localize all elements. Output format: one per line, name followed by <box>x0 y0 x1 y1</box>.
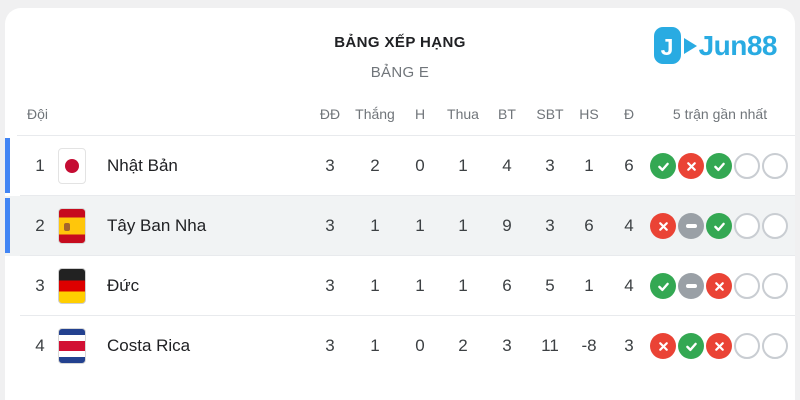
stat-cell: 3 <box>545 156 555 175</box>
stat-cell: 1 <box>370 336 380 355</box>
stat-cell: 3 <box>325 216 335 235</box>
stat-cell: 1 <box>458 216 468 235</box>
column-header-wins: Thắng <box>355 106 395 122</box>
column-header-points: Đ <box>623 106 635 122</box>
team-name: Tây Ban Nha <box>107 216 207 235</box>
spain-flag-icon <box>58 208 86 244</box>
stat-cell: 3 <box>624 336 634 355</box>
jun88-logo-text: Jun88 <box>698 29 778 61</box>
rank: 4 <box>35 336 45 355</box>
check-circle-icon <box>706 153 732 179</box>
stat-cell: 0 <box>415 336 425 355</box>
form-last5 <box>650 273 790 299</box>
table-row[interactable]: 3 Đức 3 1 1 1 6 5 1 4 <box>5 256 795 316</box>
column-header-losses: Thua <box>447 106 479 122</box>
empty-circle-icon <box>762 273 788 299</box>
standings-card: J Jun88 BẢNG XẾP HẠNG BẢNG E Đội ĐĐ Thắn… <box>5 8 795 400</box>
empty-circle-icon <box>762 213 788 239</box>
check-circle-icon <box>706 213 732 239</box>
empty-circle-icon <box>734 213 760 239</box>
stat-cell: 1 <box>415 276 425 295</box>
stat-cell: 3 <box>325 276 335 295</box>
jun88-logo[interactable]: J Jun88 <box>653 27 778 64</box>
stat-cell: 9 <box>502 216 512 235</box>
stat-cell: -8 <box>581 336 597 355</box>
stat-cell: 1 <box>584 156 594 175</box>
column-header-goals-against: SBT <box>536 106 564 122</box>
rank: 1 <box>35 156 45 175</box>
rank: 2 <box>35 216 45 235</box>
column-header-draws: H <box>414 106 426 122</box>
standings-rows: 1 Nhật Bản 3 2 0 1 4 3 1 6 2 Tây Ban Nha… <box>5 136 795 376</box>
stat-cell: 2 <box>370 156 380 175</box>
minus-circle-icon <box>678 213 704 239</box>
table-header-row: Đội ĐĐ Thắng H Thua BT SBT HS Đ 5 trận g… <box>5 92 795 136</box>
stat-cell: 6 <box>624 156 634 175</box>
empty-circle-icon <box>762 153 788 179</box>
x-circle-icon <box>706 333 732 359</box>
stat-cell: 1 <box>458 156 468 175</box>
x-circle-icon <box>706 273 732 299</box>
stat-cell: 1 <box>370 216 380 235</box>
column-header-team: Đội <box>27 106 49 122</box>
stat-cell: 6 <box>584 216 594 235</box>
minus-circle-icon <box>678 273 704 299</box>
stat-cell: 1 <box>370 276 380 295</box>
stat-cell: 2 <box>458 336 468 355</box>
stat-cell: 11 <box>541 336 559 355</box>
form-last5 <box>650 213 790 239</box>
form-last5 <box>650 333 790 359</box>
column-header-last5: 5 trận gần nhất <box>672 106 768 122</box>
stat-cell: 1 <box>584 276 594 295</box>
play-icon <box>683 37 697 54</box>
table-row[interactable]: 4 Costa Rica 3 1 0 2 3 11 -8 3 <box>5 316 795 376</box>
stat-cell: 1 <box>415 216 425 235</box>
table-row[interactable]: 2 Tây Ban Nha 3 1 1 1 9 3 6 4 <box>5 196 795 256</box>
group-subtitle: BẢNG E <box>370 64 430 81</box>
empty-circle-icon <box>734 333 760 359</box>
stat-cell: 4 <box>502 156 512 175</box>
column-header-goals-for: BT <box>498 106 516 122</box>
team-name: Đức <box>107 276 140 295</box>
column-header-goal-diff: HS <box>579 106 599 122</box>
empty-circle-icon <box>734 273 760 299</box>
empty-circle-icon <box>762 333 788 359</box>
stat-cell: 3 <box>325 156 335 175</box>
empty-circle-icon <box>734 153 760 179</box>
x-circle-icon <box>678 153 704 179</box>
stat-cell: 3 <box>502 336 512 355</box>
stat-cell: 6 <box>502 276 512 295</box>
costa-rica-flag-icon <box>58 328 86 364</box>
stat-cell: 5 <box>545 276 555 295</box>
stat-cell: 1 <box>458 276 468 295</box>
stat-cell: 4 <box>624 216 634 235</box>
stat-cell: 0 <box>415 156 425 175</box>
page-title: BẢNG XẾP HẠNG <box>334 34 466 51</box>
check-circle-icon <box>650 273 676 299</box>
stat-cell: 3 <box>545 216 555 235</box>
germany-flag-icon <box>58 268 86 304</box>
japan-flag-icon <box>58 148 86 184</box>
check-circle-icon <box>678 333 704 359</box>
table-row[interactable]: 1 Nhật Bản 3 2 0 1 4 3 1 6 <box>5 136 795 196</box>
stat-cell: 3 <box>325 336 335 355</box>
form-last5 <box>650 153 790 179</box>
team-name: Nhật Bản <box>107 156 178 175</box>
check-circle-icon <box>650 153 676 179</box>
rank: 3 <box>35 276 45 295</box>
x-circle-icon <box>650 333 676 359</box>
jun88-j-icon: J <box>653 27 681 64</box>
x-circle-icon <box>650 213 676 239</box>
column-header-played: ĐĐ <box>319 106 341 122</box>
team-name: Costa Rica <box>107 336 191 355</box>
header-titles: BẢNG XẾP HẠNG BẢNG E <box>5 8 795 81</box>
stat-cell: 4 <box>624 276 634 295</box>
